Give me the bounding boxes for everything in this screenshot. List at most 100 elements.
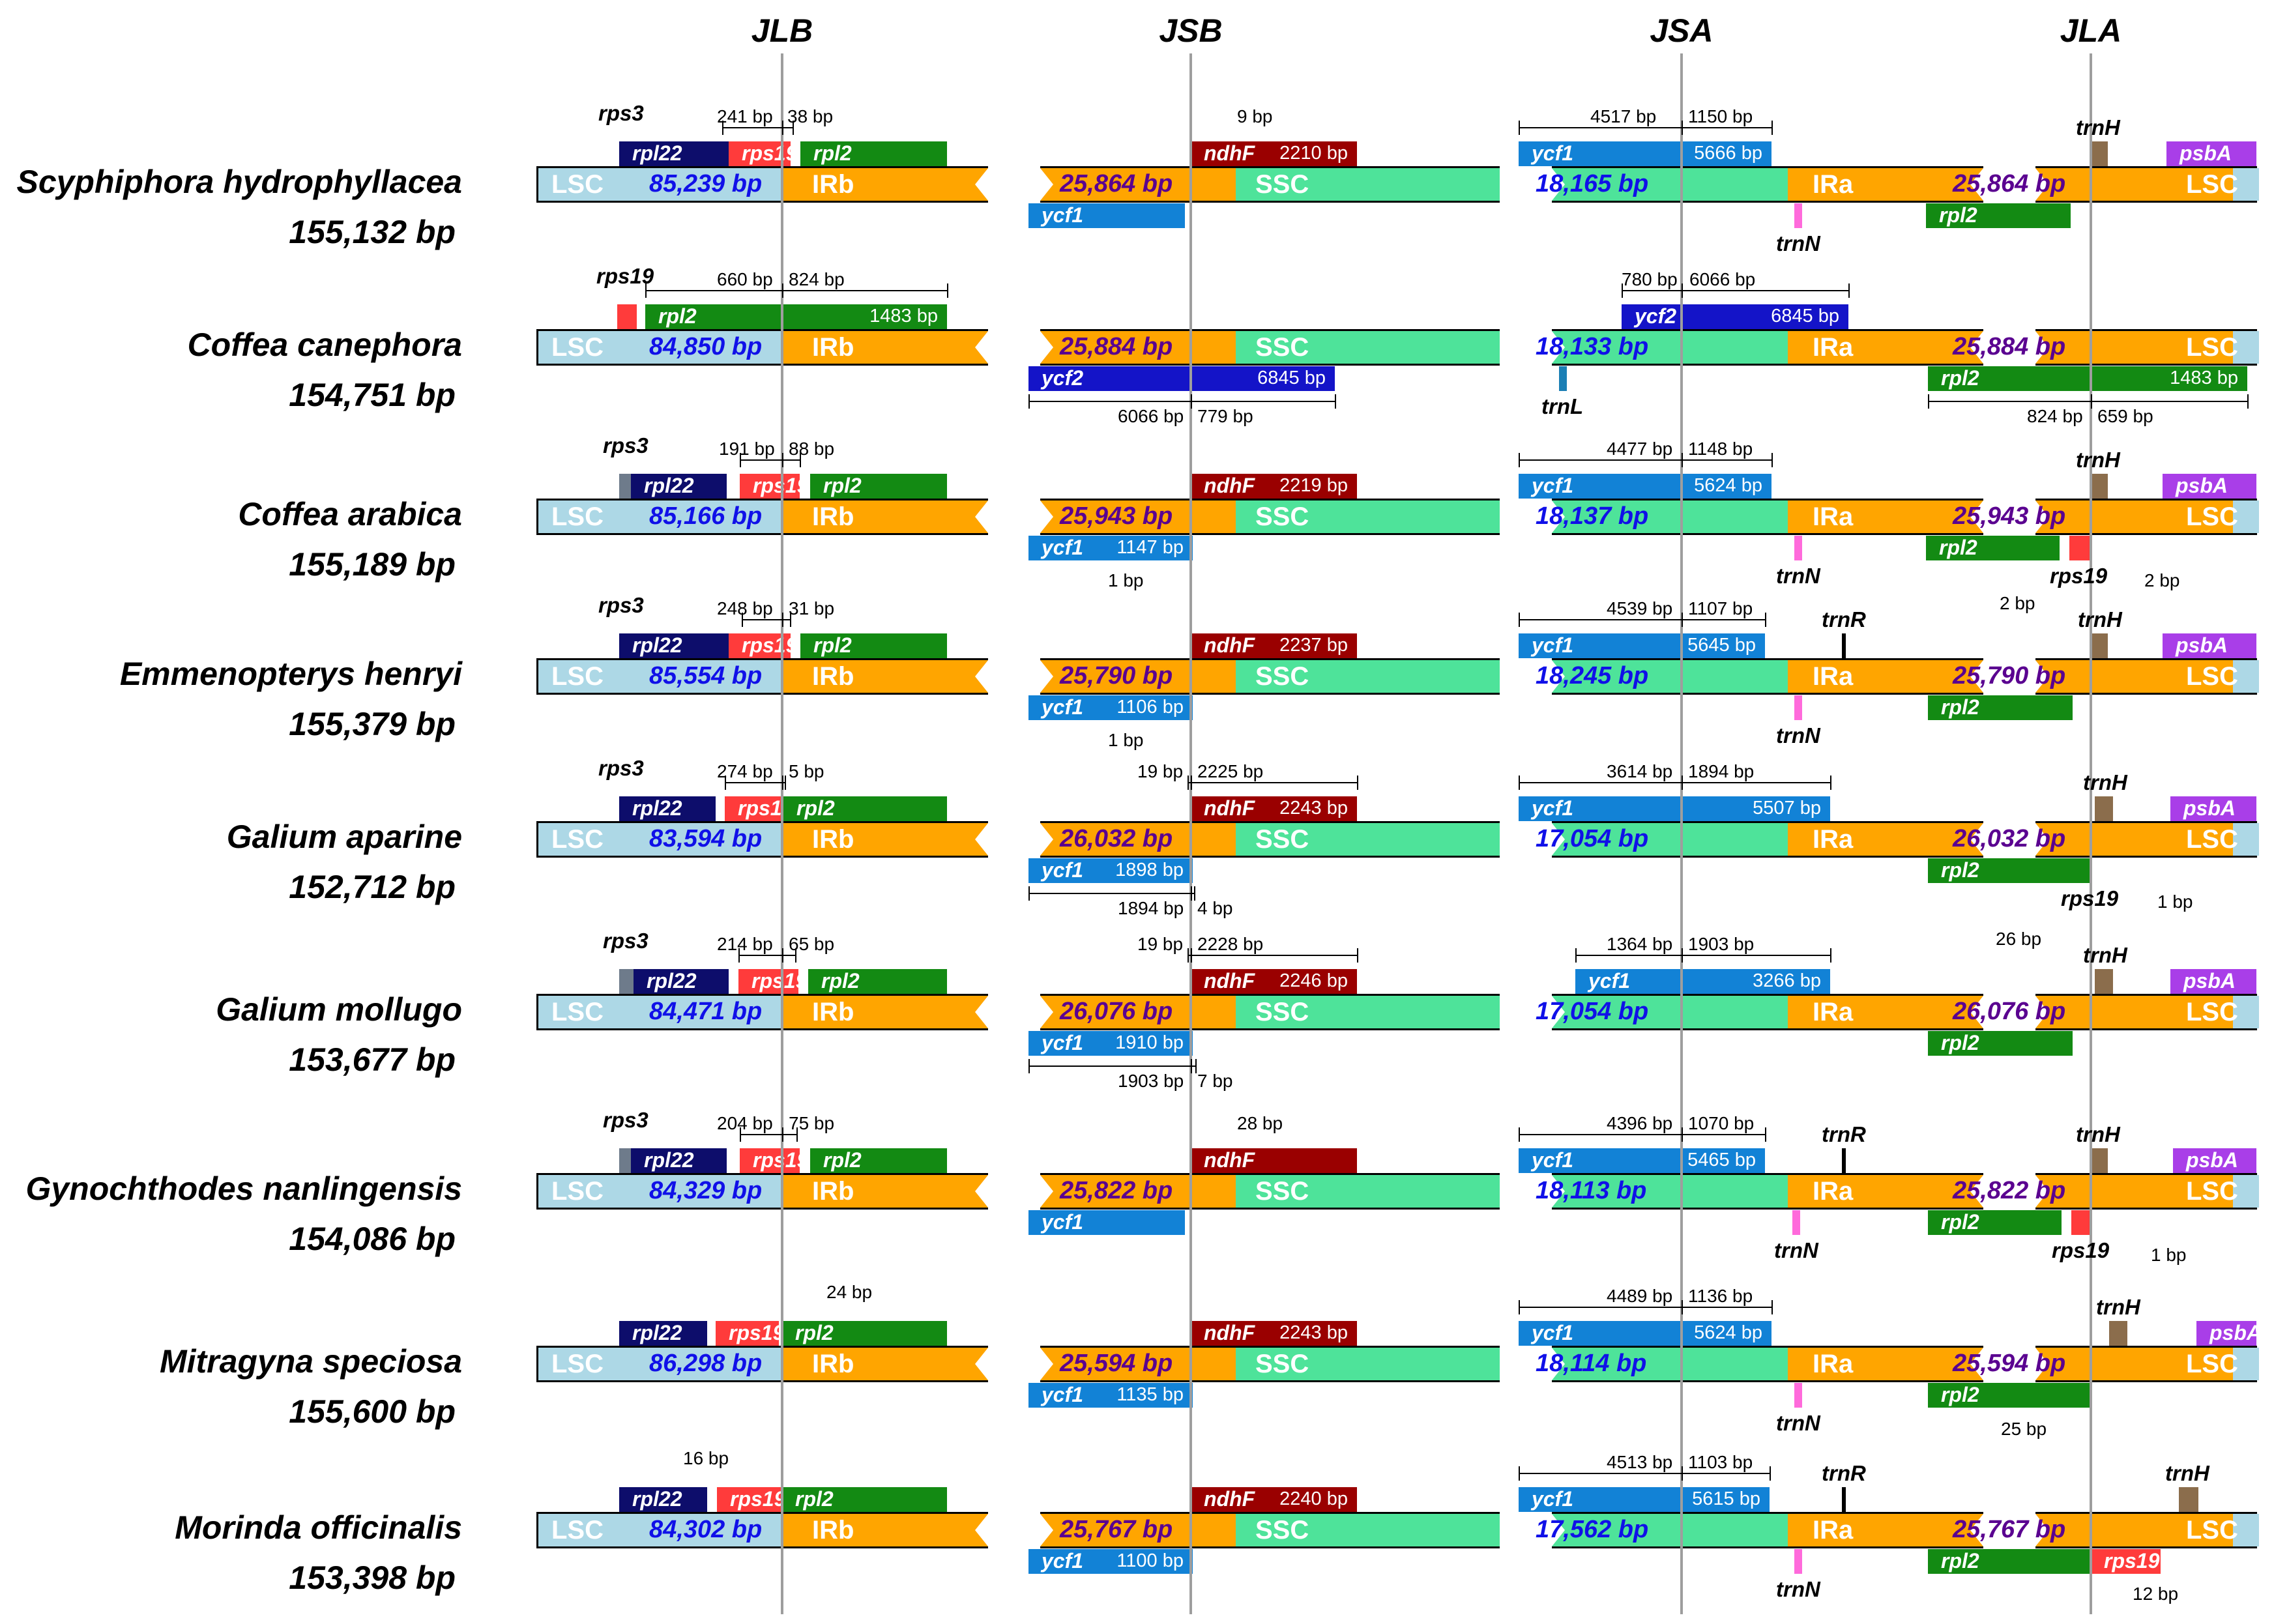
ycf1-gene[interactable]: ycf1 1135 bp (1028, 1383, 1193, 1408)
trnN-gene[interactable] (1794, 203, 1802, 228)
psbA-gene[interactable]: psbA (2163, 474, 2256, 499)
rps19-gene[interactable]: rps19 (729, 633, 797, 658)
psbA-gene[interactable]: psbA (2170, 796, 2256, 821)
region-break (1983, 818, 2035, 861)
trnH-gene[interactable] (2109, 1321, 2127, 1346)
psbA-gene[interactable]: psbA (2170, 969, 2256, 994)
rpl2-gene[interactable]: rpl2 (1928, 695, 2073, 720)
trnR-gene[interactable] (1842, 1487, 1846, 1512)
ycf1-gene[interactable]: ycf1 5645 bp (1519, 633, 1765, 658)
rps19-gene[interactable]: rps19 (725, 796, 793, 821)
trnH-gene[interactable] (2095, 796, 2113, 821)
trnL-gene[interactable] (1559, 366, 1567, 391)
rps19-gene[interactable]: rps19 (738, 969, 807, 994)
ndhF-gene[interactable]: ndhF 2243 bp (1191, 1321, 1357, 1346)
rps3-gene[interactable] (619, 969, 634, 994)
psbA-gene[interactable]: psbA (2163, 633, 2256, 658)
region-break (1983, 1509, 2035, 1552)
ycf1-gene[interactable]: ycf1 5624 bp (1519, 1321, 1771, 1346)
trnH-gene[interactable] (2090, 474, 2108, 499)
rpl22-gene[interactable]: rpl22 (631, 1148, 727, 1173)
ycf1-gene[interactable]: ycf1 (1028, 203, 1185, 228)
psbA-gene[interactable]: psbA (2166, 141, 2256, 166)
trnN-gene[interactable] (1794, 695, 1802, 720)
rps19-gene[interactable]: rps19 (740, 1148, 808, 1173)
psbA-gene[interactable]: psbA (2196, 1321, 2262, 1346)
trnN-gene[interactable] (1794, 1549, 1802, 1574)
rpl2-gene[interactable]: rpl2 (800, 141, 947, 166)
ycf1-gene[interactable]: ycf1 (1028, 1210, 1185, 1235)
gene-label: rps19 (742, 141, 798, 165)
ycf2-gene[interactable]: ycf2 6845 bp (1622, 304, 1848, 329)
rps19-gene[interactable]: rps19 (740, 474, 808, 499)
ycf1-gene[interactable]: ycf1 1910 bp (1028, 1031, 1193, 1056)
ycf1-gene[interactable]: ycf1 1100 bp (1028, 1549, 1193, 1574)
rps3-gene[interactable] (619, 474, 631, 499)
rpl2-gene[interactable]: rpl2 (782, 1321, 947, 1346)
rps19-gene[interactable]: rps19 (729, 141, 797, 166)
trnN-gene[interactable] (1794, 1383, 1802, 1408)
rps19-gene[interactable]: rps19 (716, 1321, 784, 1346)
trnH-gene[interactable] (2090, 1148, 2108, 1173)
rpl2-gene[interactable]: rpl2 (1926, 203, 2071, 228)
psbA-gene[interactable]: psbA (2173, 1148, 2256, 1173)
rpl2-gene[interactable]: rpl2 (808, 969, 947, 994)
ruler-tick (722, 121, 723, 135)
trnR-gene[interactable] (1842, 1148, 1846, 1173)
ira-length: 25,884 bp (1953, 333, 2066, 360)
rps19-gene[interactable]: rps19 (2091, 1549, 2161, 1574)
ycf1-gene[interactable]: ycf1 3266 bp (1575, 969, 1830, 994)
rpl2-gene[interactable]: rpl2 (1926, 536, 2060, 560)
rpl22-gene[interactable]: rpl22 (634, 969, 729, 994)
bp-ruler (1575, 955, 1682, 956)
rpl2-gene[interactable]: rpl2 (810, 1148, 947, 1173)
rpl2-gene[interactable]: rpl2 (1928, 1031, 2073, 1056)
bp-label: 824 bp (2027, 406, 2083, 426)
rpl2-gene[interactable]: rpl2 (1928, 1383, 2091, 1408)
rpl22-gene[interactable]: rpl22 (619, 1487, 707, 1512)
rpl2-gene[interactable]: rpl2 (1928, 1210, 2062, 1235)
ycf1-gene[interactable]: ycf1 1898 bp (1028, 858, 1193, 883)
trnN-gene[interactable] (1794, 536, 1802, 560)
trnH-gene[interactable] (2095, 969, 2113, 994)
ycf1-gene[interactable]: ycf1 5666 bp (1519, 141, 1771, 166)
ndhF-gene[interactable]: ndhF 2210 bp (1191, 141, 1357, 166)
rpl22-gene[interactable]: rpl22 (619, 796, 716, 821)
trnR-gene[interactable] (1842, 633, 1846, 658)
lsc-label: LSC (551, 1350, 604, 1378)
rpl22-gene[interactable]: rpl22 (619, 633, 729, 658)
trnH-gene[interactable] (2090, 633, 2108, 658)
trnN-gene[interactable] (1792, 1210, 1800, 1235)
ndhF-gene[interactable]: ndhF (1191, 1148, 1357, 1173)
rps19-gene[interactable]: rps19 (717, 1487, 785, 1512)
ycf1-gene[interactable]: ycf1 1106 bp (1028, 695, 1193, 720)
ycf1-gene[interactable]: ycf1 5507 bp (1519, 796, 1830, 821)
rpl2-gene[interactable]: rpl2 (810, 474, 947, 499)
rpl2-gene[interactable]: rpl2 (783, 796, 947, 821)
rps19-gene[interactable] (2069, 536, 2090, 560)
ndhF-gene[interactable]: ndhF 2237 bp (1191, 633, 1357, 658)
rpl2-gene[interactable]: rpl2 (1928, 858, 2091, 883)
rpl2-gene[interactable]: rpl2 1483 bp (1928, 366, 2247, 391)
ycf1-gene[interactable]: ycf1 5465 bp (1519, 1148, 1765, 1173)
ndhF-gene[interactable]: ndhF 2219 bp (1191, 474, 1357, 499)
rps19-gene[interactable] (2071, 1210, 2091, 1235)
bp-label: 4513 bp (1607, 1452, 1673, 1472)
ndhF-gene[interactable]: ndhF 2246 bp (1191, 969, 1357, 994)
trnH-gene[interactable] (2179, 1487, 2198, 1512)
rps19-gene[interactable] (617, 304, 637, 329)
rps3-gene[interactable] (619, 1148, 631, 1173)
rpl2-gene[interactable]: rpl2 (1928, 1549, 2091, 1574)
ndhF-gene[interactable]: ndhF 2240 bp (1191, 1487, 1357, 1512)
rpl2-gene[interactable]: rpl2 1483 bp (645, 304, 947, 329)
ycf1-gene[interactable]: ycf1 5615 bp (1519, 1487, 1770, 1512)
rpl2-gene[interactable]: rpl2 (800, 633, 947, 658)
rpl22-gene[interactable]: rpl22 (619, 1321, 707, 1346)
rpl22-gene[interactable]: rpl22 (631, 474, 727, 499)
trnH-gene[interactable] (2090, 141, 2108, 166)
ycf2-gene[interactable]: ycf2 6845 bp (1028, 366, 1335, 391)
rpl2-gene[interactable]: rpl2 (782, 1487, 947, 1512)
ndhF-gene[interactable]: ndhF 2243 bp (1191, 796, 1357, 821)
ycf1-gene[interactable]: ycf1 1147 bp (1028, 536, 1193, 560)
ycf1-gene[interactable]: ycf1 5624 bp (1519, 474, 1771, 499)
